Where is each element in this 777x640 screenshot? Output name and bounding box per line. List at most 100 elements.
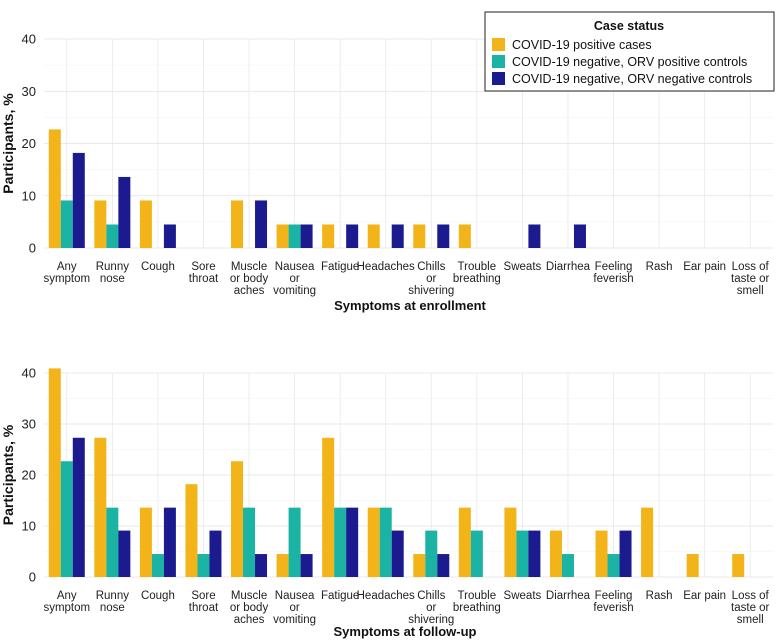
- x-tick-label-sweats: Sweats: [504, 590, 542, 602]
- x-tick-label-fatigue: Fatigue: [321, 261, 359, 273]
- x-axis-title: Symptoms at follow-up: [334, 624, 477, 639]
- x-tick-label-loss-of-taste-or-smell: Loss of taste or smell: [731, 261, 770, 297]
- bar-orv-negative-sweats: [528, 224, 541, 248]
- bar-positive-cough: [139, 200, 152, 248]
- bar-orv-negative-chills-or-shivering: [437, 224, 450, 248]
- legend: Case status COVID-19 positive cases COVI…: [484, 11, 775, 92]
- x-tick-label-trouble-breathing: Trouble breathing: [453, 261, 501, 285]
- y-tick-label: 20: [22, 136, 36, 151]
- bar-orv-negative-chills-or-shivering: [437, 554, 450, 577]
- bar-orv-negative-runny-nose: [118, 176, 131, 248]
- bar-orv-negative-cough: [163, 507, 176, 577]
- y-tick-label: 30: [22, 417, 36, 432]
- bar-positive-loss-of-taste-or-smell: [732, 554, 745, 577]
- legend-swatch-positive: [492, 38, 505, 51]
- y-tick-label: 10: [22, 519, 36, 534]
- y-tick-label: 30: [22, 84, 36, 99]
- y-tick-label: 40: [22, 32, 36, 47]
- bar-orv-negative-any-symptom: [72, 152, 85, 248]
- legend-label-positive: COVID-19 positive cases: [512, 38, 652, 52]
- x-tick-label-muscle-or-body-aches: Muscle or body aches: [230, 590, 269, 626]
- bar-positive-sweats: [504, 507, 517, 577]
- bar-orv-negative-nausea-or-vomiting: [300, 554, 313, 577]
- bar-orv-positive-any-symptom: [60, 461, 73, 577]
- bar-orv-positive-nausea-or-vomiting: [288, 224, 301, 248]
- x-tick-label-ear-pain: Ear pain: [683, 261, 726, 273]
- y-axis-title: Participants, %: [0, 93, 16, 194]
- x-tick-label-muscle-or-body-aches: Muscle or body aches: [230, 261, 269, 297]
- bar-orv-negative-cough: [163, 224, 176, 248]
- bar-orv-negative-muscle-or-body-aches: [255, 200, 268, 248]
- x-tick-label-cough: Cough: [141, 590, 175, 602]
- bar-positive-muscle-or-body-aches: [231, 461, 244, 577]
- bar-orv-positive-nausea-or-vomiting: [288, 507, 301, 577]
- bar-orv-positive-runny-nose: [106, 507, 119, 577]
- y-tick-label: 0: [29, 570, 36, 585]
- x-tick-label-runny-nose: Runny nose: [96, 590, 129, 614]
- x-tick-label-trouble-breathing: Trouble breathing: [453, 590, 501, 614]
- bar-orv-positive-chills-or-shivering: [425, 530, 438, 577]
- bar-orv-positive-muscle-or-body-aches: [243, 507, 256, 577]
- legend-frame: [484, 11, 775, 92]
- bar-orv-positive-fatigue: [334, 507, 347, 577]
- bar-orv-negative-headaches: [391, 530, 404, 577]
- bar-positive-feeling-feverish: [595, 530, 608, 577]
- bar-positive-headaches: [367, 507, 380, 577]
- x-tick-label-chills-or-shivering: Chills or shivering: [408, 590, 454, 626]
- bar-positive-headaches: [367, 224, 380, 248]
- bar-positive-any-symptom: [48, 129, 61, 248]
- bar-positive-trouble-breathing: [458, 507, 471, 577]
- x-tick-label-diarrhea: Diarrhea: [546, 590, 591, 602]
- x-tick-label-any-symptom: Any symptom: [43, 590, 90, 614]
- bar-positive-sore-throat: [185, 484, 198, 577]
- bar-orv-negative-nausea-or-vomiting: [300, 224, 313, 248]
- y-tick-label: 0: [29, 241, 36, 256]
- bar-orv-positive-any-symptom: [60, 200, 73, 248]
- legend-label-orv-positive: COVID-19 negative, ORV positive controls: [512, 55, 747, 69]
- bar-positive-chills-or-shivering: [413, 224, 426, 248]
- x-tick-label-cough: Cough: [141, 261, 175, 273]
- bar-positive-cough: [139, 507, 152, 577]
- bar-positive-fatigue: [322, 437, 335, 577]
- bar-positive-ear-pain: [686, 554, 699, 577]
- x-tick-label-rash: Rash: [646, 590, 673, 602]
- x-tick-label-fatigue: Fatigue: [321, 590, 359, 602]
- bar-positive-rash: [641, 507, 654, 577]
- bar-positive-trouble-breathing: [458, 224, 471, 248]
- x-tick-label-nausea-or-vomiting: Nausea or vomiting: [273, 590, 316, 626]
- x-tick-label-chills-or-shivering: Chills or shivering: [408, 261, 454, 297]
- y-tick-label: 20: [22, 468, 36, 483]
- legend-title: Case status: [594, 19, 664, 33]
- x-tick-label-rash: Rash: [646, 261, 673, 273]
- bar-orv-negative-any-symptom: [72, 437, 85, 577]
- legend-swatch-orv-negative: [492, 72, 505, 85]
- legend-label-orv-negative: COVID-19 negative, ORV negative controls: [512, 72, 752, 86]
- bar-orv-positive-sore-throat: [197, 554, 210, 577]
- bar-orv-positive-sweats: [516, 530, 529, 577]
- x-tick-label-headaches: Headaches: [357, 261, 415, 273]
- bar-orv-negative-muscle-or-body-aches: [255, 554, 268, 577]
- bar-orv-positive-diarrhea: [561, 554, 574, 577]
- y-tick-label: 10: [22, 188, 36, 203]
- bar-positive-any-symptom: [48, 368, 61, 577]
- x-tick-label-sweats: Sweats: [504, 261, 542, 273]
- bar-positive-runny-nose: [94, 200, 107, 248]
- bar-positive-diarrhea: [549, 530, 562, 577]
- x-tick-label-diarrhea: Diarrhea: [546, 261, 591, 273]
- x-axis-title: Symptoms at enrollment: [334, 298, 486, 313]
- x-tick-label-runny-nose: Runny nose: [96, 261, 129, 285]
- bar-orv-negative-fatigue: [346, 224, 359, 248]
- bar-orv-positive-trouble-breathing: [470, 530, 483, 577]
- x-tick-label-ear-pain: Ear pain: [683, 590, 726, 602]
- x-tick-label-sore-throat: Sore throat: [189, 261, 219, 285]
- bar-positive-runny-nose: [94, 437, 107, 577]
- x-tick-label-feeling-feverish: Feeling feverish: [593, 261, 633, 285]
- bar-orv-positive-feeling-feverish: [607, 554, 620, 577]
- legend-swatch-orv-positive: [492, 55, 505, 68]
- bar-orv-negative-fatigue: [346, 507, 359, 577]
- bar-orv-negative-diarrhea: [573, 224, 586, 248]
- y-tick-label: 40: [22, 366, 36, 381]
